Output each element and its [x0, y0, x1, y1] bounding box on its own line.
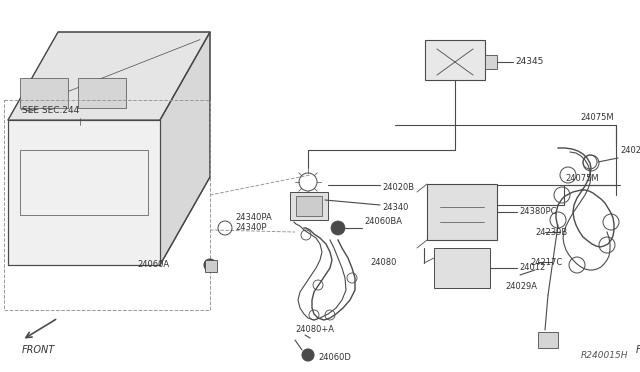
- Bar: [427, 184, 497, 240]
- Bar: [425, 40, 485, 80]
- Text: 24239B: 24239B: [535, 228, 567, 237]
- Bar: [4, 100, 210, 310]
- Circle shape: [331, 221, 345, 235]
- Text: 24060A: 24060A: [138, 260, 170, 269]
- Circle shape: [302, 349, 314, 361]
- Text: 24345: 24345: [515, 57, 543, 65]
- Text: 24060D: 24060D: [318, 353, 351, 362]
- Bar: [296, 196, 322, 216]
- Circle shape: [204, 259, 216, 271]
- Text: 24012: 24012: [519, 263, 545, 272]
- Bar: [485, 55, 497, 69]
- Bar: [20, 78, 68, 108]
- Text: 24029A: 24029A: [505, 282, 537, 291]
- Bar: [538, 332, 558, 348]
- Text: 24075M: 24075M: [580, 113, 614, 122]
- Text: 24217C: 24217C: [530, 258, 563, 267]
- Text: FRONT: FRONT: [636, 345, 640, 355]
- Text: SEE SEC.244: SEE SEC.244: [22, 106, 79, 115]
- Bar: [20, 150, 148, 215]
- Text: 24340: 24340: [382, 203, 408, 212]
- Text: 24029A: 24029A: [620, 146, 640, 155]
- Text: 24060BA: 24060BA: [364, 217, 402, 226]
- Bar: [78, 78, 126, 108]
- Bar: [205, 260, 217, 272]
- Text: 24340P: 24340P: [235, 223, 266, 232]
- Text: 24340PA: 24340PA: [235, 213, 272, 222]
- Text: R240015H: R240015H: [580, 351, 628, 360]
- Polygon shape: [160, 32, 210, 265]
- Text: 24020B: 24020B: [382, 183, 414, 192]
- Bar: [434, 248, 490, 288]
- Text: FRONT: FRONT: [21, 345, 54, 355]
- Text: 24080+A: 24080+A: [295, 325, 334, 334]
- Polygon shape: [8, 32, 210, 120]
- Text: 24380PC: 24380PC: [519, 206, 557, 215]
- Text: 24075M: 24075M: [565, 174, 598, 183]
- Polygon shape: [8, 120, 160, 265]
- Bar: [290, 192, 328, 220]
- Text: 24080: 24080: [370, 258, 396, 267]
